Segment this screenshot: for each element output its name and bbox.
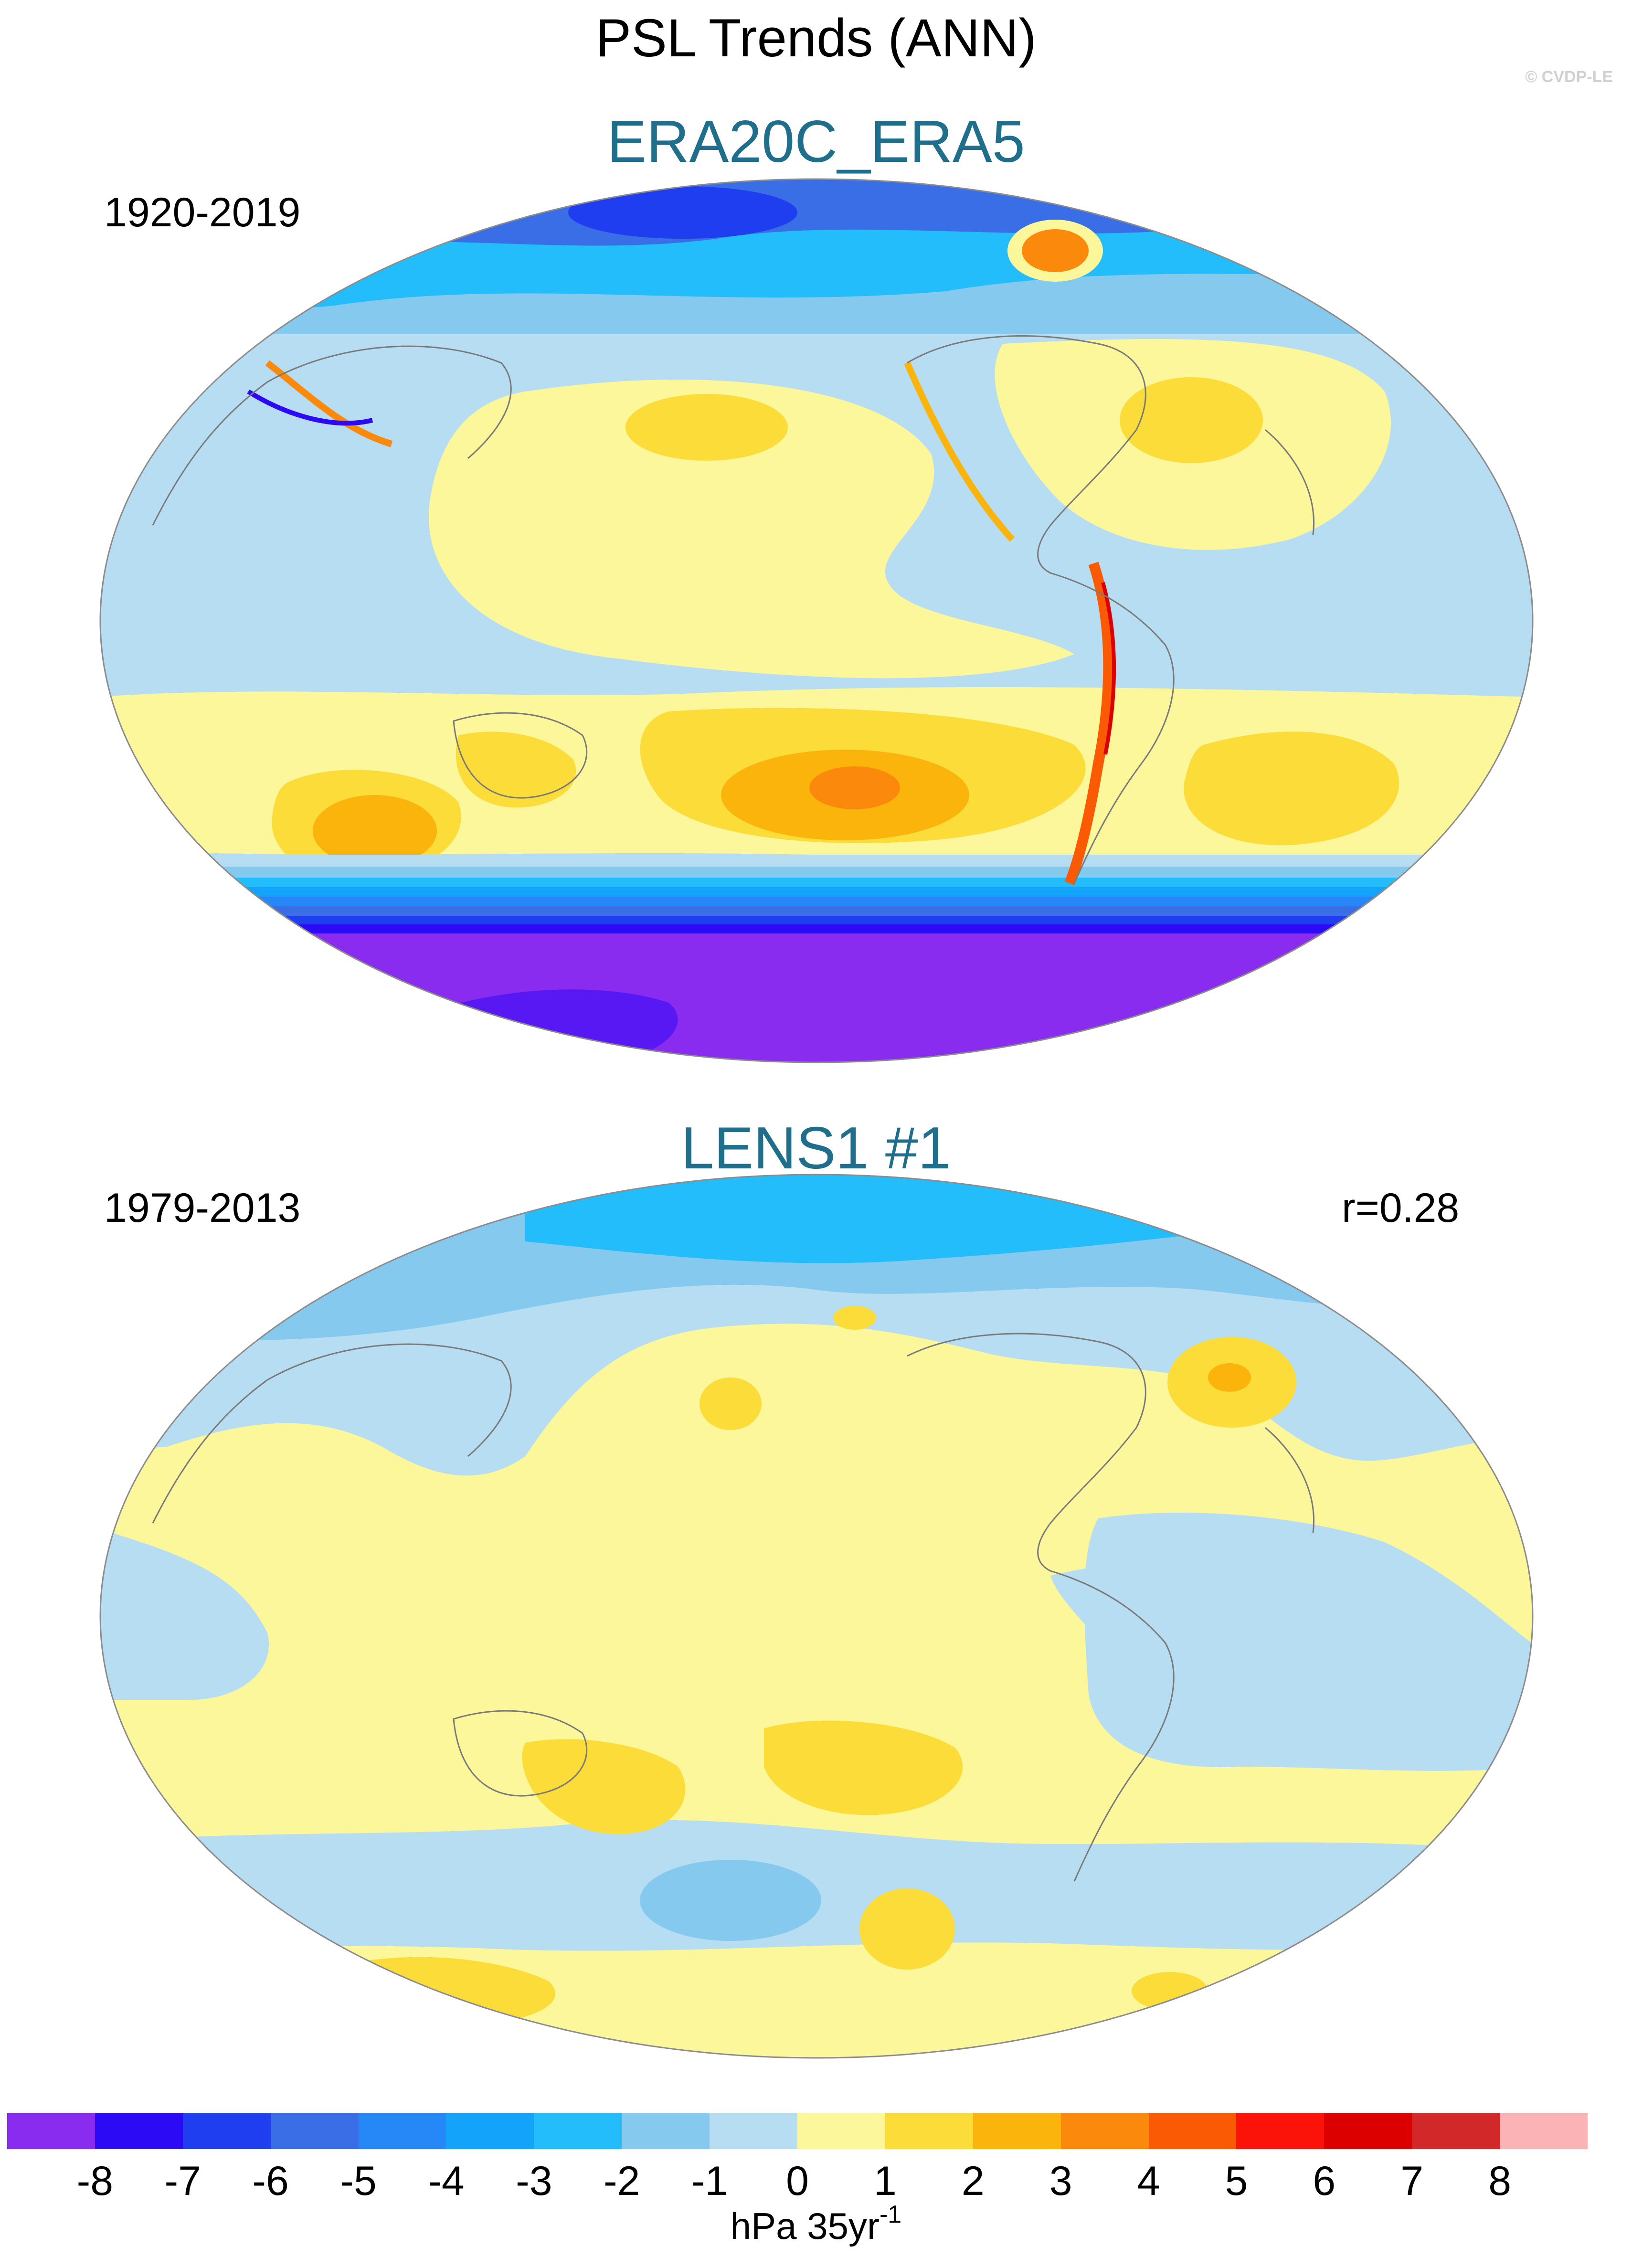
colorbar-tick-label: -8 (76, 2158, 114, 2204)
colorbar-swatch (446, 2113, 534, 2149)
south-indian-high-core (313, 795, 437, 867)
panel-title-top: ERA20C_ERA5 (607, 109, 1025, 175)
colorbar-tick-label: 8 (1488, 2158, 1512, 2204)
north-atlantic-high-core (1120, 377, 1263, 463)
colorbar-tick-label: 2 (961, 2158, 985, 2204)
watermark: © CVDP-LE (1525, 68, 1613, 86)
himalaya-trend-strip (265, 360, 393, 447)
pacific-positive-zone (428, 380, 1074, 678)
colorbar (7, 2113, 1588, 2149)
greenland-high (1022, 229, 1089, 272)
colorbar-units: hPa 35yr-1 (0, 2202, 1632, 2250)
colorbar-swatch (1060, 2113, 1149, 2149)
antarctic-noise (406, 989, 678, 1062)
colorbar-tick-label: -6 (252, 2158, 289, 2204)
maps-canvas (99, 178, 1534, 2059)
colorbar-tick-label: 6 (1313, 2158, 1336, 2204)
colorbar-swatch (1500, 2113, 1588, 2149)
colorbar-tick-label: -7 (164, 2158, 201, 2204)
colorbar-swatch (1236, 2113, 1325, 2149)
south-atlantic-high (1184, 731, 1399, 846)
south-pacific-negative-core (640, 1860, 821, 1941)
pacific-high-core (625, 394, 788, 461)
south-pacific-positive (764, 1720, 963, 1815)
colorbar-tick-label: -5 (340, 2158, 377, 2204)
colorbar-tick-label: 3 (1049, 2158, 1072, 2204)
coastlines-bottom (152, 1333, 1314, 1882)
units-text: hPa 35yr (730, 2205, 880, 2247)
southern-ocean-positive (859, 1888, 955, 1970)
north-atlantic-core (1208, 1363, 1251, 1392)
colorbar-swatch (885, 2113, 973, 2149)
colorbar-swatch (1412, 2113, 1500, 2149)
north-pacific-positive (699, 1378, 762, 1430)
map-bottom-outline (99, 1174, 1534, 2059)
colorbar-tick-label: 0 (786, 2158, 809, 2204)
alaska-positive (833, 1306, 876, 1330)
colorbar-swatch (973, 2113, 1061, 2149)
colorbar-tick-label: 7 (1400, 2158, 1424, 2204)
colorbar-swatch (270, 2113, 359, 2149)
colorbar-swatch (182, 2113, 271, 2149)
colorbar-swatch (1148, 2113, 1237, 2149)
units-exponent: -1 (879, 2201, 902, 2228)
colorbar-swatch (1324, 2113, 1412, 2149)
colorbar-swatch (622, 2113, 710, 2149)
andes-trend-strip (1064, 562, 1114, 886)
colorbar-tick-label: 4 (1137, 2158, 1160, 2204)
australia-south-positive (522, 1739, 686, 1834)
colorbar-tick-label: -3 (516, 2158, 552, 2204)
map-top-outline (99, 178, 1534, 1063)
map-bottom-lens1 (100, 1175, 1533, 2058)
colorbar-tick-label: 1 (873, 2158, 897, 2204)
indian-west-negative (100, 1528, 269, 1700)
colorbar-tick-label: -2 (603, 2158, 640, 2204)
rockies-trend-strip (904, 361, 1015, 542)
colorbar-swatch (710, 2113, 798, 2149)
period-label-bottom: 1979-2013 (104, 1185, 301, 1231)
correlation-label: r=0.28 (1342, 1185, 1460, 1231)
period-label-top: 1920-2019 (104, 190, 301, 235)
antarctic-strong-negative (100, 933, 1533, 1062)
figure-title: PSL Trends (ANN) (595, 8, 1037, 68)
colorbar-swatch (534, 2113, 622, 2149)
colorbar-swatch (358, 2113, 446, 2149)
north-low-core (568, 186, 797, 239)
colorbar-tick-label: -1 (691, 2158, 728, 2204)
colorbar-swatch (7, 2113, 95, 2149)
colorbar-tick-label: 5 (1225, 2158, 1248, 2204)
colorbar-swatch (95, 2113, 183, 2149)
south-america-negative (1050, 1564, 1301, 1733)
coastlines-top (152, 335, 1314, 884)
southern-ocean-negative (100, 1820, 1533, 1951)
panel-title-bottom: LENS1 #1 (681, 1115, 951, 1181)
south-pacific-high-core (809, 766, 900, 809)
colorbar-swatch (797, 2113, 885, 2149)
colorbar-tick-label: -4 (428, 2158, 465, 2204)
